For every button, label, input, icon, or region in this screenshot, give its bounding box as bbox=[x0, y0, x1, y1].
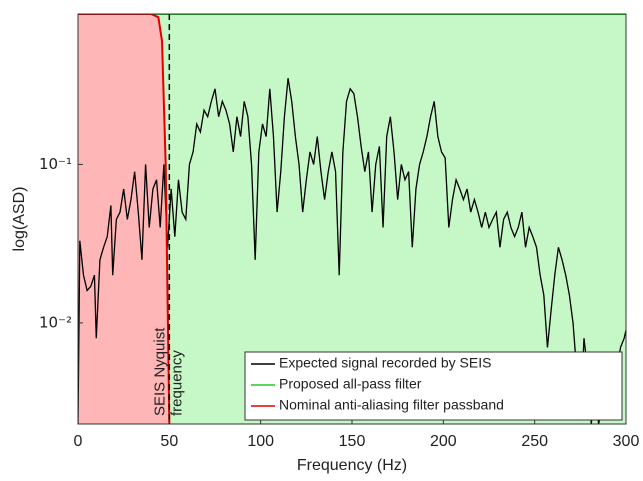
axes: 0 50 100 150 200 250 300 10⁻² 10⁻¹ bbox=[39, 13, 640, 450]
y-tick-label: 10⁻² bbox=[39, 313, 72, 331]
x-tick-label: 250 bbox=[521, 433, 548, 450]
y-axis-label: log(ASD) bbox=[11, 187, 28, 252]
area bbox=[78, 14, 626, 424]
y-tick-label: 10⁻¹ bbox=[39, 155, 72, 173]
legend: Expected signal recorded by SEIS Proposed… bbox=[244, 351, 623, 421]
x-tick-label: 300 bbox=[613, 433, 640, 450]
annotation: SEIS Nyquist bbox=[151, 327, 168, 416]
x-tick-label: 200 bbox=[430, 433, 457, 450]
fills bbox=[78, 14, 626, 424]
legend-box bbox=[244, 351, 623, 421]
lines bbox=[78, 14, 626, 424]
legend-label: Proposed all-pass filter bbox=[279, 376, 422, 392]
x-tick-label: 150 bbox=[339, 433, 366, 450]
series-line bbox=[78, 14, 171, 424]
annotation: frequency bbox=[168, 350, 185, 416]
legend-label: Nominal anti-aliasing filter passband bbox=[279, 397, 504, 413]
x-tick-label: 100 bbox=[247, 433, 274, 450]
legend-label: Expected signal recorded by SEIS bbox=[279, 355, 491, 371]
x-tick-label: 0 bbox=[74, 433, 83, 450]
area bbox=[78, 14, 170, 424]
x-axis-label: Frequency (Hz) bbox=[297, 457, 407, 474]
x-tick-label: 50 bbox=[160, 433, 178, 450]
